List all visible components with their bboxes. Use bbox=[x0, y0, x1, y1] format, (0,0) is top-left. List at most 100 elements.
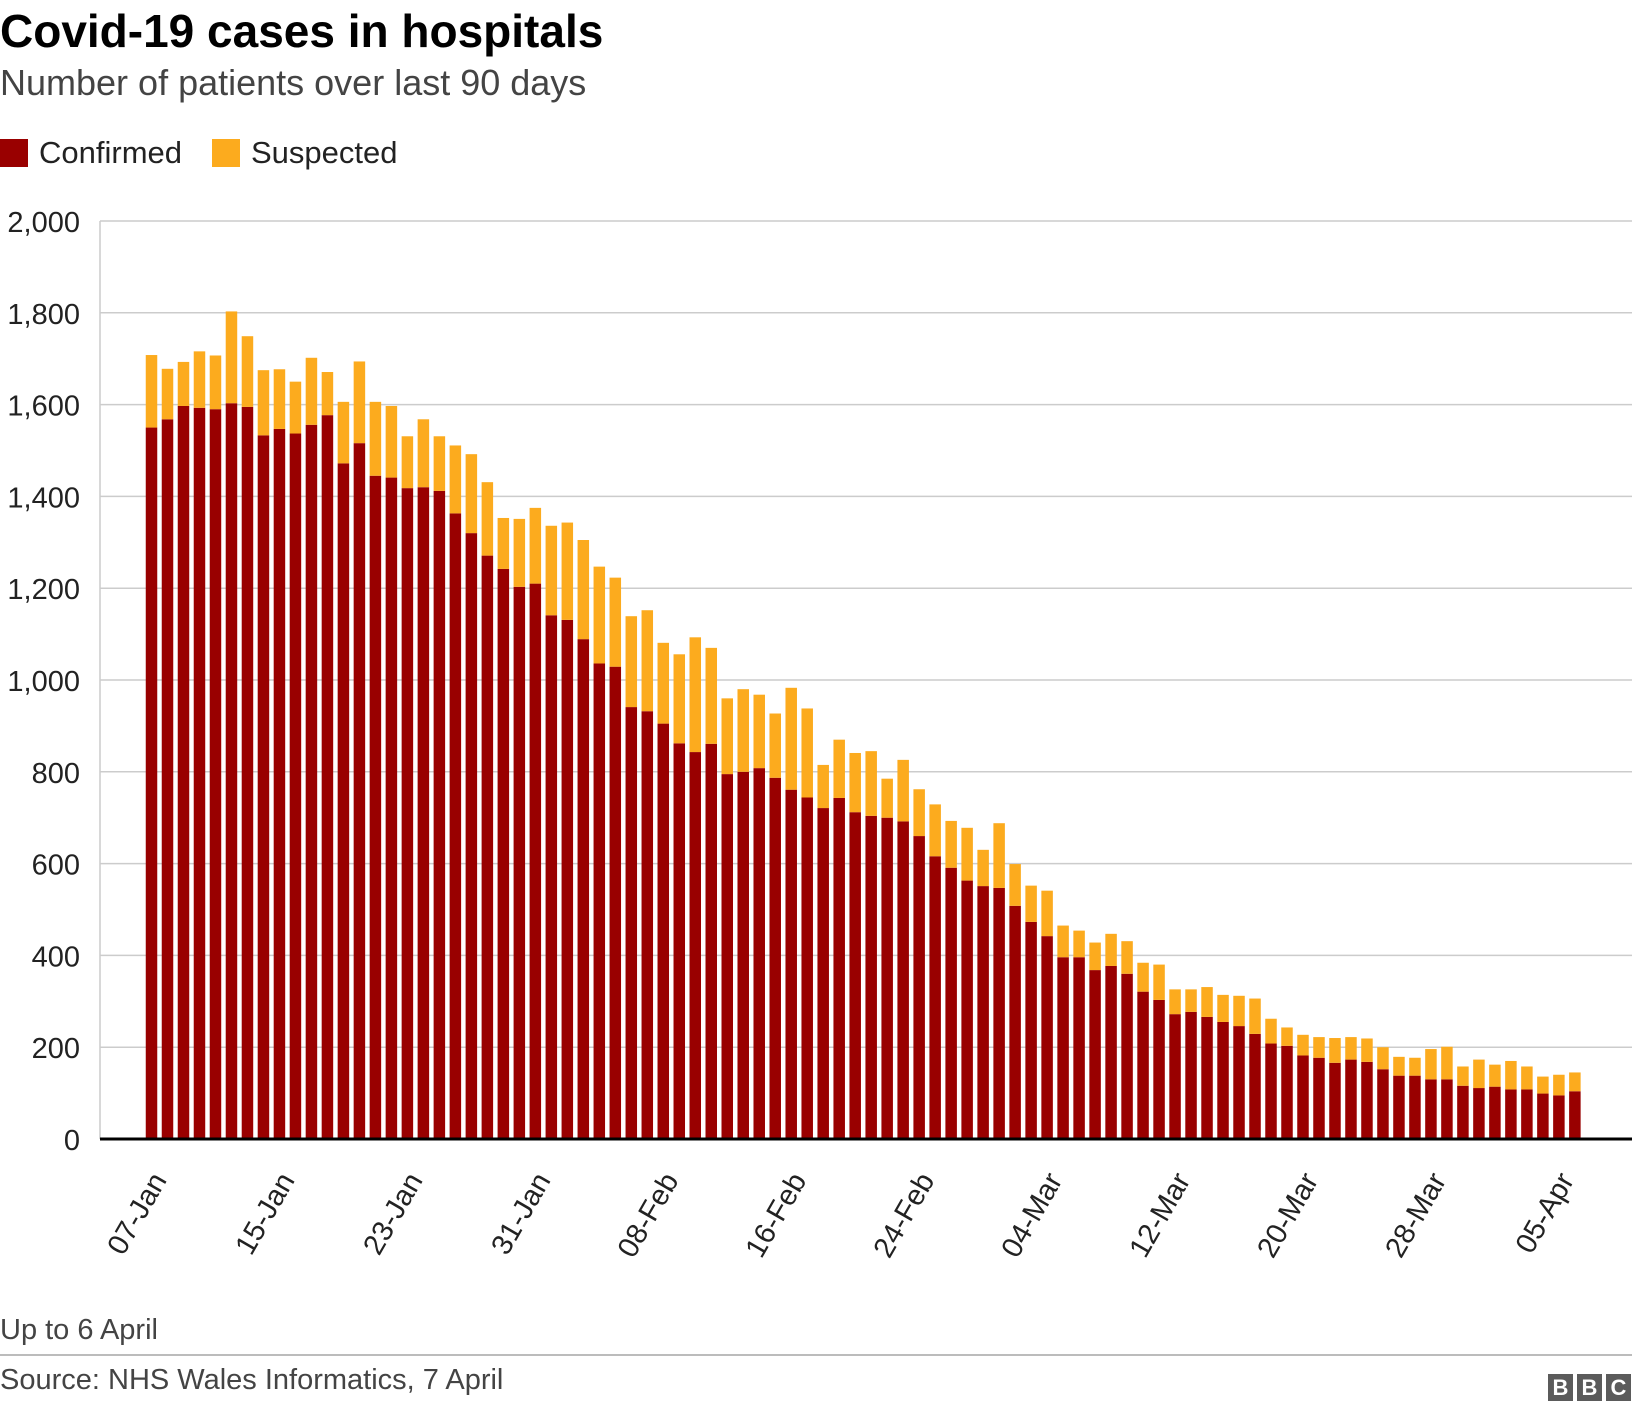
x-tick-label: 04-Mar bbox=[996, 1167, 1070, 1263]
bar-confirmed bbox=[1409, 1075, 1421, 1139]
legend: Confirmed Suspected bbox=[0, 135, 428, 171]
bar-confirmed bbox=[529, 583, 542, 1139]
bar-confirmed bbox=[1281, 1045, 1293, 1139]
bar-confirmed bbox=[1201, 1016, 1213, 1139]
bar-confirmed bbox=[1057, 957, 1069, 1139]
bar-suspected bbox=[977, 849, 989, 887]
bar-confirmed bbox=[1377, 1069, 1389, 1139]
bbc-logo: B B C bbox=[1544, 1374, 1631, 1401]
bar-confirmed bbox=[1169, 1014, 1181, 1139]
x-tick-label: 12-Mar bbox=[1123, 1167, 1197, 1263]
bar-confirmed bbox=[241, 406, 254, 1139]
bar-suspected bbox=[1281, 1027, 1293, 1046]
bar-confirmed bbox=[993, 887, 1005, 1139]
bar-confirmed bbox=[1489, 1086, 1501, 1139]
bar-suspected bbox=[849, 752, 861, 813]
y-tick-label: 1,000 bbox=[7, 666, 80, 698]
bar-suspected bbox=[897, 759, 909, 822]
bar-suspected bbox=[705, 647, 718, 744]
bar-suspected bbox=[1569, 1072, 1581, 1092]
bar-suspected bbox=[321, 372, 334, 416]
footer-divider bbox=[0, 1354, 1632, 1356]
bar-suspected bbox=[625, 616, 638, 708]
bar-suspected bbox=[1489, 1064, 1501, 1087]
bar-suspected bbox=[257, 370, 270, 436]
bar-confirmed bbox=[1313, 1057, 1325, 1139]
bar-confirmed bbox=[289, 433, 302, 1140]
bar-suspected bbox=[209, 355, 222, 410]
bar-confirmed bbox=[225, 403, 238, 1139]
bar-suspected bbox=[481, 482, 494, 556]
bar-confirmed bbox=[897, 821, 909, 1139]
bar-confirmed bbox=[209, 409, 222, 1139]
y-tick-label: 200 bbox=[32, 1033, 80, 1065]
bar-confirmed bbox=[913, 836, 925, 1139]
bar-suspected bbox=[1153, 964, 1165, 1000]
bar-confirmed bbox=[609, 666, 622, 1139]
stacked-bar-chart: 0 200 400 600 800 1,000 1,200 1,400 1,600 1,800 2,… bbox=[7, 207, 1632, 1264]
bar-suspected bbox=[1313, 1037, 1325, 1058]
bar-suspected bbox=[193, 351, 206, 408]
bar-confirmed bbox=[737, 771, 749, 1139]
bar-suspected bbox=[289, 381, 302, 434]
bar-suspected bbox=[641, 610, 654, 712]
bar-confirmed bbox=[865, 815, 877, 1139]
bar-suspected bbox=[1425, 1049, 1437, 1080]
bar-confirmed bbox=[1505, 1089, 1517, 1139]
y-tick-label: 400 bbox=[32, 941, 80, 973]
bar-suspected bbox=[865, 751, 877, 816]
bbc-logo-letter: B bbox=[1548, 1374, 1573, 1401]
bar-suspected bbox=[721, 698, 733, 775]
bar-suspected bbox=[689, 637, 702, 753]
bar-suspected bbox=[1185, 989, 1197, 1012]
bar-suspected bbox=[801, 708, 813, 798]
bar-suspected bbox=[1473, 1059, 1485, 1089]
bar-suspected bbox=[1393, 1056, 1405, 1076]
bar-suspected bbox=[769, 713, 781, 778]
bar-confirmed bbox=[465, 533, 478, 1139]
bar-suspected bbox=[385, 405, 398, 478]
bar-suspected bbox=[561, 522, 574, 620]
bar-suspected bbox=[913, 789, 925, 837]
bar-confirmed bbox=[433, 490, 446, 1140]
bar-confirmed bbox=[977, 886, 989, 1139]
bar-suspected bbox=[929, 804, 941, 857]
bar-suspected bbox=[1521, 1066, 1533, 1090]
bar-suspected bbox=[657, 642, 670, 724]
bar-suspected bbox=[1297, 1034, 1309, 1056]
bar-confirmed bbox=[1153, 999, 1165, 1139]
bar-suspected bbox=[833, 739, 845, 798]
bar-suspected bbox=[1377, 1047, 1389, 1070]
bar-suspected bbox=[545, 525, 558, 616]
bar-suspected bbox=[449, 445, 462, 514]
bar-suspected bbox=[1105, 933, 1117, 966]
y-tick-label: 2,000 bbox=[7, 207, 80, 239]
bar-suspected bbox=[433, 436, 446, 491]
x-tick-label: 08-Feb bbox=[612, 1168, 686, 1264]
bar-confirmed bbox=[881, 817, 893, 1139]
bar-confirmed bbox=[1457, 1085, 1469, 1139]
chart-footnote: Up to 6 April bbox=[0, 1314, 158, 1346]
bar-confirmed bbox=[417, 487, 430, 1140]
legend-label-confirmed: Confirmed bbox=[39, 135, 182, 170]
bar-suspected bbox=[369, 401, 382, 476]
bar-confirmed bbox=[257, 435, 270, 1139]
bar-suspected bbox=[881, 778, 893, 818]
y-tick-label: 1,200 bbox=[7, 574, 80, 606]
bar-suspected bbox=[465, 454, 478, 534]
bar-confirmed bbox=[1521, 1089, 1533, 1139]
x-tick-label: 05-Apr bbox=[1510, 1167, 1581, 1259]
bar-suspected bbox=[1121, 941, 1133, 974]
bar-suspected bbox=[737, 689, 749, 772]
bar-suspected bbox=[673, 654, 686, 744]
y-tick-label: 1,400 bbox=[7, 482, 80, 514]
bar-confirmed bbox=[369, 475, 382, 1139]
bar-confirmed bbox=[705, 743, 718, 1139]
legend-label-suspected: Suspected bbox=[251, 135, 398, 170]
bar-confirmed bbox=[1473, 1088, 1485, 1139]
bar-confirmed bbox=[561, 619, 574, 1139]
bar-confirmed bbox=[481, 555, 494, 1139]
bar-confirmed bbox=[1537, 1093, 1549, 1139]
bar-suspected bbox=[497, 517, 510, 569]
bar-suspected bbox=[305, 357, 318, 425]
